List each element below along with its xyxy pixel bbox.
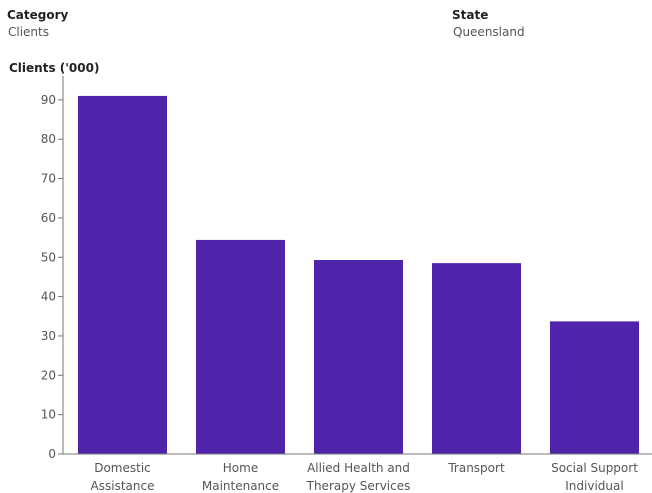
y-tick-label: 30 <box>41 329 56 343</box>
bar <box>432 263 521 454</box>
x-category-label: Allied Health and <box>307 461 410 475</box>
y-tick-label: 0 <box>48 447 56 461</box>
category-filter-value: Clients <box>8 25 49 39</box>
y-tick-label: 10 <box>41 408 56 422</box>
y-tick-label: 70 <box>41 172 56 186</box>
x-category-label: Individual <box>565 479 623 493</box>
bar <box>196 239 285 454</box>
y-tick-label: 50 <box>41 250 56 264</box>
y-tick-label: 40 <box>41 290 56 304</box>
x-category-label: Domestic <box>94 461 151 475</box>
x-category-label: Assistance <box>91 479 155 493</box>
state-filter-value: Queensland <box>453 25 525 39</box>
x-category-label: Transport <box>447 461 505 475</box>
category-filter-label: Category <box>7 8 69 22</box>
y-tick-label: 20 <box>41 368 56 382</box>
y-tick-label: 60 <box>41 211 56 225</box>
state-filter: State Queensland <box>452 7 525 41</box>
y-axis-label: Clients ('000) <box>9 61 99 75</box>
y-tick-label: 90 <box>41 93 56 107</box>
x-category-label: Social Support <box>551 461 638 475</box>
bar <box>550 321 639 454</box>
category-filter: Category Clients <box>7 7 68 41</box>
bar <box>78 95 167 454</box>
x-category-label: Maintenance <box>202 479 279 493</box>
state-filter-label: State <box>452 8 489 22</box>
y-tick-label: 80 <box>41 132 56 146</box>
bar <box>314 260 403 454</box>
x-category-label: Therapy Services <box>306 479 411 493</box>
x-category-label: Home <box>223 461 258 475</box>
